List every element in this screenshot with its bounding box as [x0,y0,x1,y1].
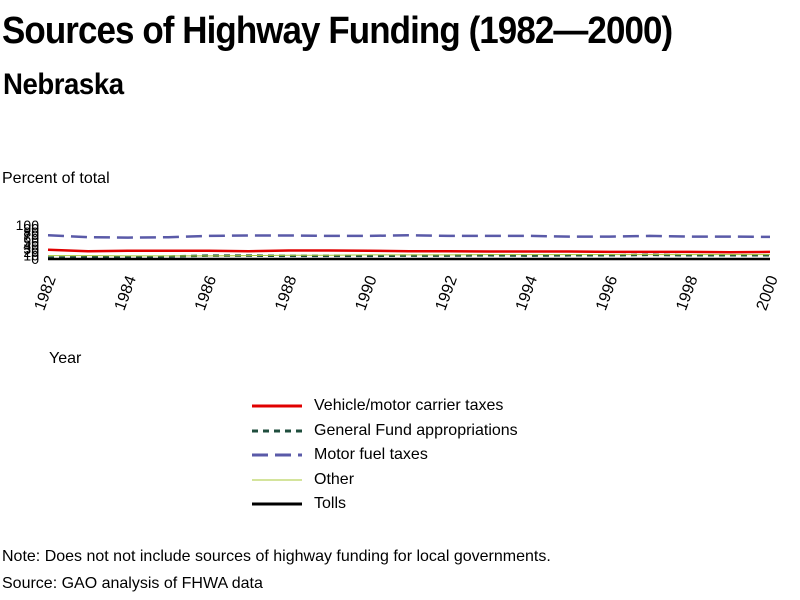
y-tick-label: 20 [23,244,39,260]
x-tick-label: 1988 [272,273,300,312]
x-tick-label: 1992 [433,273,461,312]
legend-label: Other [314,470,355,488]
legend-item-tolls: Tolls [252,492,518,517]
y-tick-label: 60 [23,231,39,247]
y-tick-label: 0 [31,251,39,267]
y-tick-label: 80 [23,224,39,240]
x-tick-labels: 1982 1984 1986 1988 1990 1992 1994 1996 1998 2000 [32,273,782,312]
legend: Vehicle/motor carrier taxes General Fund … [252,394,518,517]
x-tick-label: 1982 [32,273,60,312]
x-tick-label: 1998 [673,273,701,312]
x-tick-label: 1986 [192,273,220,312]
series-line-other [48,254,770,257]
legend-item-vehicle-motor-carrier-taxes: Vehicle/motor carrier taxes [252,394,518,419]
y-tick-label: 50 [23,234,39,250]
x-axis-label: Year [49,350,82,367]
y-axis-label: Percent of total [2,170,110,187]
legend-swatch [252,479,302,481]
y-tick-label: 70 [23,227,39,243]
y-tick-label: 30 [23,241,39,257]
y-tick-label: 100 [16,217,40,233]
legend-swatch [252,502,302,506]
legend-swatch [252,429,302,433]
series-layer [47,233,771,261]
x-tick-label: 1990 [352,273,380,312]
legend-label: Vehicle/motor carrier taxes [314,397,504,415]
x-tick-label: 1984 [112,273,140,312]
legend-swatch [252,453,302,457]
x-tick-label: 1996 [593,273,621,312]
y-tick-label: 40 [23,237,39,253]
legend-item-other: Other [252,468,518,493]
legend-item-general-fund-appropriations: General Fund appropriations [252,419,518,444]
y-tick-label: 10 [23,248,39,264]
legend-label: General Fund appropriations [314,421,518,439]
legend-label: Tolls [314,495,347,513]
y-tick-label: 90 [23,220,39,236]
legend-label: Motor fuel taxes [314,446,428,464]
chart-subtitle: Nebraska [3,68,124,101]
chart-title: Sources of Highway Funding (1982—2000) [2,10,673,52]
legend-item-motor-fuel-taxes: Motor fuel taxes [252,443,518,468]
footnote: Note: Does not not include sources of hi… [2,548,551,565]
x-tick-label: 1994 [513,273,541,312]
series-line-motor-fuel-taxes [47,233,771,239]
legend-swatch [252,404,302,408]
series-line-vehicle-motor-carrier-taxes [47,248,771,254]
x-tick-label: 2000 [754,273,782,312]
source-note: Source: GAO analysis of FHWA data [2,575,263,592]
